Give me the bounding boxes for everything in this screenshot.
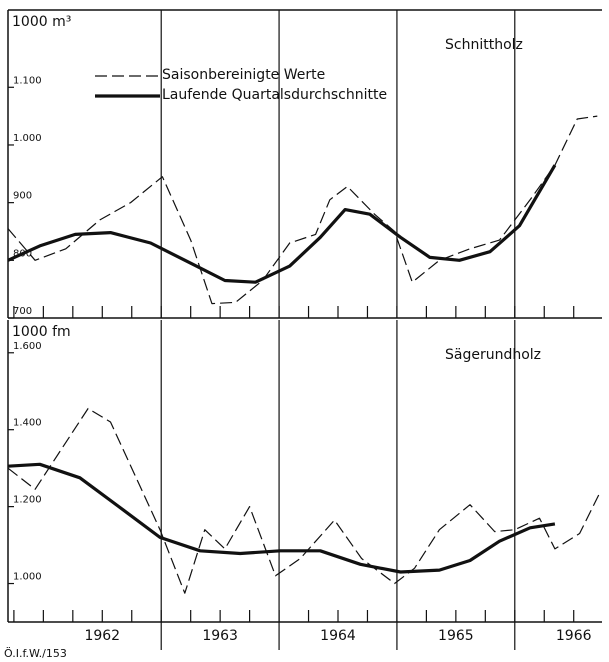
y-tick-label: 700	[13, 306, 32, 317]
x-tick-label: 1965	[438, 628, 474, 644]
x-tick-label: 1962	[84, 628, 120, 644]
footer: Ö.I.f.W./153	[4, 647, 67, 660]
seasonal-line	[7, 407, 601, 594]
legend-label: Laufende Quartalsdurchschnitte	[162, 87, 387, 103]
y-tick-label: 1.200	[13, 495, 42, 506]
x-tick-label: 1964	[320, 628, 356, 644]
y-tick-label: 1.000	[13, 572, 42, 583]
unit-label: 1000 m³	[12, 14, 71, 30]
y-tick-label: 1.100	[13, 75, 42, 86]
seasonal-line	[7, 115, 598, 305]
panel-title: Sägerundholz	[445, 347, 541, 363]
average-line	[7, 462, 556, 574]
y-tick-label: 1.400	[13, 418, 42, 429]
unit-label: 1000 fm	[12, 324, 71, 340]
average-line	[7, 164, 557, 284]
panel-title: Schnittholz	[445, 37, 523, 53]
x-tick-label: 1966	[556, 628, 592, 644]
legend-label: Saisonbereinigte Werte	[162, 67, 325, 83]
x-tick-label: 1963	[202, 628, 238, 644]
y-tick-label: 1.600	[13, 341, 42, 352]
y-tick-label: 1.000	[13, 133, 42, 144]
y-tick-label: 900	[13, 191, 32, 202]
